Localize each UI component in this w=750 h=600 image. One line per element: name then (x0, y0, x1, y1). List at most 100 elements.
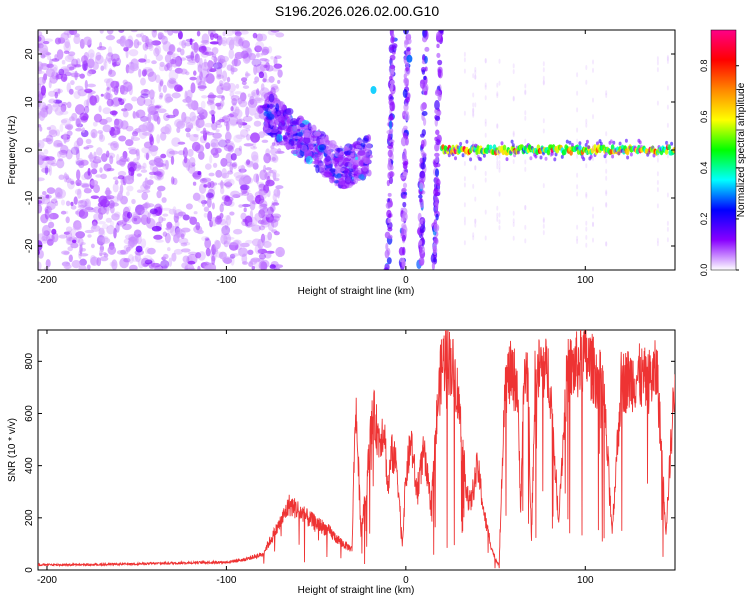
heatmap-cell (44, 194, 52, 199)
heatmap-cell (388, 116, 394, 121)
heatmap-cell (38, 67, 43, 75)
heatmap-cell (199, 178, 208, 184)
heatmap-cell (400, 136, 407, 147)
heatmap-cell (277, 148, 282, 154)
heatmap-cell (163, 112, 170, 122)
heatmap-cell (122, 81, 133, 92)
heatmap-cell (176, 231, 181, 239)
heatmap-cell (576, 191, 579, 197)
heatmap-cell (125, 139, 134, 147)
heatmap-cell (270, 55, 274, 60)
heatmap-cell (65, 149, 73, 160)
heatmap-cell (136, 209, 145, 214)
heatmap-cell (109, 220, 115, 227)
heatmap-cell (211, 255, 216, 266)
heatmap-cell (463, 68, 466, 74)
heatmap-cell (145, 152, 150, 161)
heatmap-cell (576, 172, 579, 178)
heatmap-cell (140, 77, 146, 86)
heatmap-cell (241, 203, 251, 208)
heatmap-cell (484, 58, 487, 64)
heatmap-cell (78, 264, 87, 270)
heatmap-cell (206, 192, 215, 200)
heatmap-cell (512, 222, 515, 227)
heatmap-cell (474, 218, 477, 224)
heatmap-cell (91, 132, 96, 138)
heatmap-cell (252, 32, 258, 39)
heatmap-cell (77, 188, 82, 199)
heatmap-cell (435, 129, 440, 136)
heatmap-cell (570, 142, 574, 147)
heatmap-cell (269, 169, 274, 174)
heatmap-cell (180, 242, 188, 247)
heatmap-cell (664, 148, 669, 155)
colorbar-ticks: 0.0 0.2 0.4 0.6 0.8 (699, 59, 739, 276)
heatmap-cell (197, 64, 203, 73)
heatmap-cell (98, 105, 102, 113)
heatmap-cell (436, 111, 442, 117)
heatmap-cell (128, 49, 139, 57)
heatmap-cell (170, 155, 175, 165)
heatmap-cell (106, 225, 115, 235)
heatmap-cell (496, 93, 499, 99)
heatmap-cell (80, 198, 90, 207)
heatmap-cell (274, 55, 282, 60)
heatmap-cell (226, 76, 231, 83)
heatmap-cell (98, 227, 105, 236)
heatmap-cell (117, 97, 123, 102)
heatmap-cell (243, 176, 254, 185)
heatmap-cell (147, 71, 157, 83)
heatmap-cell (166, 148, 175, 159)
heatmap-cell (512, 235, 515, 241)
heatmap-cell (350, 152, 355, 157)
heatmap-cell (626, 155, 630, 160)
heatmap-cell (161, 197, 167, 203)
heatmap-cell (498, 167, 501, 173)
heatmap-cell (605, 241, 608, 247)
heatmap-cell (130, 135, 135, 140)
heatmap-cell (43, 40, 50, 45)
heatmap-cell (90, 168, 98, 175)
heatmap-cell (38, 70, 45, 75)
heatmap-cell (239, 128, 249, 138)
heatmap-cell (260, 52, 268, 56)
heatmap-cell (102, 223, 109, 230)
heatmap-cell (617, 151, 621, 156)
heatmap-cell (85, 138, 92, 144)
y-tick-label: 600 (24, 405, 35, 422)
heatmap-cell (201, 46, 212, 52)
heatmap-cell (38, 83, 42, 92)
heatmap-cell (496, 164, 499, 170)
heatmap-cell (263, 164, 267, 173)
heatmap-cell (239, 30, 249, 35)
heatmap-cell (401, 234, 406, 242)
heatmap-cell (144, 202, 148, 211)
heatmap-cell (70, 180, 75, 185)
heatmap-cell (99, 131, 104, 140)
heatmap-cell (86, 144, 94, 149)
heatmap-cell (232, 161, 238, 169)
heatmap-cell (48, 212, 59, 220)
x-tick-label: -200 (37, 575, 57, 586)
heatmap-cell (270, 84, 279, 91)
heatmap-cell (275, 116, 282, 122)
heatmap-cell (121, 223, 132, 231)
heatmap-cell (50, 162, 58, 167)
heatmap-cell (303, 149, 312, 154)
heatmap-cell (80, 242, 86, 246)
heatmap-cell (434, 100, 440, 110)
heatmap-cell (42, 104, 48, 113)
heatmap-cell (190, 82, 196, 94)
heatmap-cell (512, 63, 515, 69)
heatmap-cell (94, 54, 104, 65)
y-tick-label: 800 (24, 353, 35, 370)
heatmap-cell (41, 229, 49, 241)
heatmap-cell (60, 145, 69, 154)
heatmap-cell (400, 227, 405, 237)
heatmap-cell (71, 112, 78, 121)
heatmap-cell (48, 124, 57, 135)
heatmap-cell (56, 142, 64, 147)
heatmap-cell (299, 123, 305, 128)
heatmap-cell (107, 57, 112, 64)
heatmap-cell (389, 101, 395, 112)
